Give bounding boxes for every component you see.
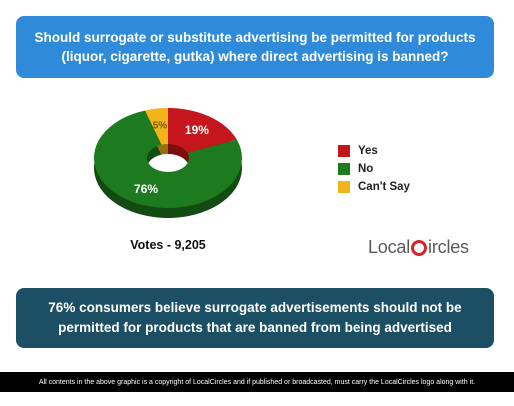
question-banner: Should surrogate or substitute advertisi… <box>16 16 494 78</box>
logo-circle-icon <box>411 240 428 256</box>
donut-slice-yes <box>168 108 237 153</box>
legend-label-yes: Yes <box>358 144 378 157</box>
copyright-footer: All contents in the above graphic is a c… <box>0 372 514 392</box>
votes-count: Votes - 9,205 <box>130 238 206 252</box>
donut-slice-cant-say <box>145 108 168 145</box>
donut-chart: 19% 76% 5% <box>94 108 243 218</box>
chart-legend: Yes No Can't Say <box>338 142 410 196</box>
donut-label-cant-say: 5% <box>153 120 168 131</box>
donut-label-yes: 19% <box>185 123 209 137</box>
localcircles-logo: Local ircles <box>368 232 469 262</box>
legend-swatch-no <box>338 162 350 175</box>
donut-label-no: 76% <box>134 182 158 196</box>
legend-item-no: No <box>338 160 410 177</box>
question-text: Should surrogate or substitute advertisi… <box>34 30 476 64</box>
legend-label-cant-say: Can't Say <box>358 180 410 193</box>
legend-swatch-cant-say <box>338 180 350 193</box>
legend-item-cant-say: Can't Say <box>338 178 410 195</box>
finding-banner: 76% consumers believe surrogate advertis… <box>16 288 494 348</box>
legend-item-yes: Yes <box>338 142 410 159</box>
copyright-text: All contents in the above graphic is a c… <box>38 378 476 386</box>
finding-text: 76% consumers believe surrogate advertis… <box>48 300 462 335</box>
legend-label-no: No <box>358 162 374 175</box>
legend-swatch-yes <box>338 144 350 157</box>
donut-slice-no <box>94 110 243 208</box>
logo-text-ircles: ircles <box>428 236 469 257</box>
logo-text-local: Local <box>368 236 411 257</box>
